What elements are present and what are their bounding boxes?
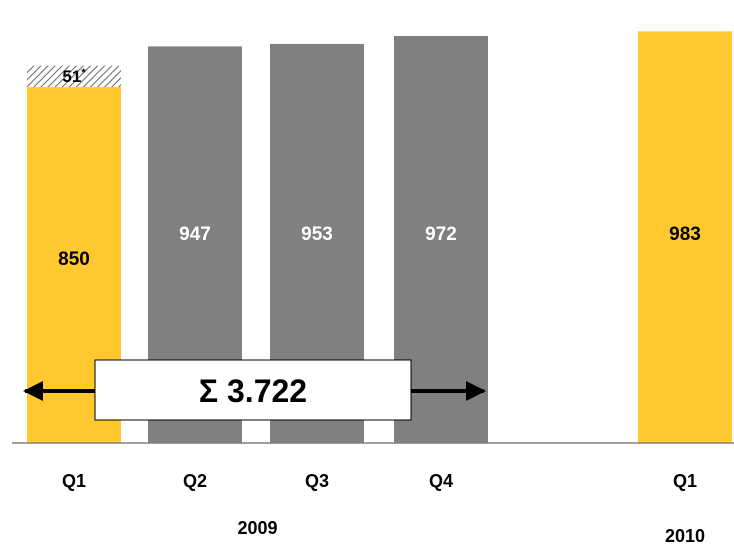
- labels-layer: 850 947 953 972 983 51* Q1 Q2 Q3 Q4 Q1 2009 2010: [58, 67, 705, 546]
- sum-box: [94, 359, 412, 421]
- tick-label-q3-2: Q3: [305, 471, 329, 491]
- bar-value-label: 983: [669, 224, 701, 245]
- bar-value-label: 972: [425, 224, 457, 245]
- bars-layer: [27, 31, 732, 444]
- bar-value-label: 947: [179, 224, 211, 245]
- group-label-2010: 2010: [665, 526, 705, 546]
- tick-label-q1-4: Q1: [673, 471, 697, 491]
- sum-label: Σ 3.722: [199, 373, 307, 409]
- bar-value-label: 953: [301, 224, 333, 245]
- bar-extra-segment: [27, 65, 121, 88]
- sum-annotation: Σ 3.722: [23, 359, 486, 421]
- bar-q1-4: [638, 31, 732, 443]
- extra-segment-label: 51*: [62, 67, 86, 86]
- bar-value-label: 850: [58, 249, 90, 270]
- group-label-2009: 2009: [237, 518, 277, 538]
- tick-label-q2-1: Q2: [183, 471, 207, 491]
- tick-label-q4-3: Q4: [429, 471, 453, 491]
- tick-label-q1-0: Q1: [62, 471, 86, 491]
